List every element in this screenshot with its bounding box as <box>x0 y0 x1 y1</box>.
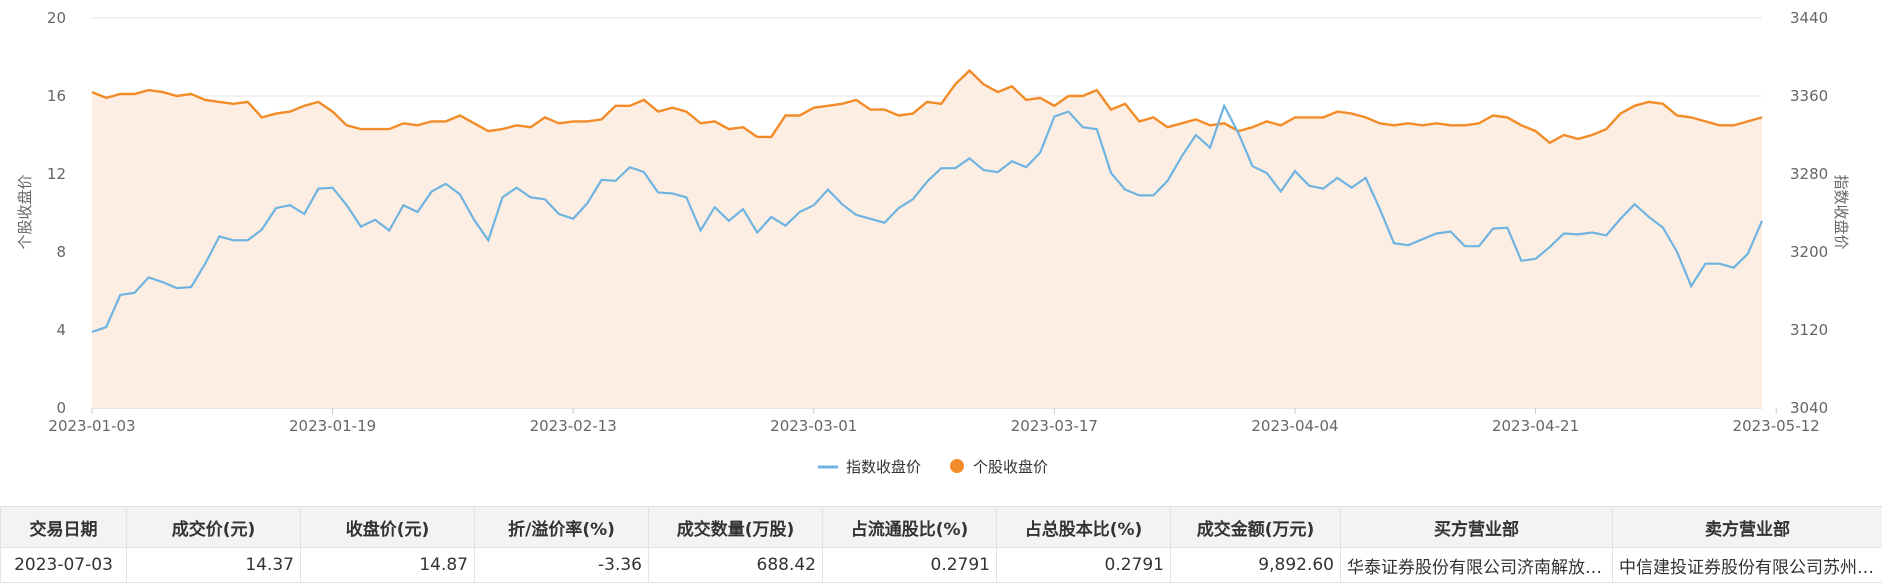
header-float-ratio: 占流通股比(%) <box>823 507 997 548</box>
right-tick-label: 3360 <box>1790 87 1828 105</box>
x-tick-label: 2023-01-03 <box>48 417 135 435</box>
table-header-row: 交易日期 成交价(元) 收盘价(元) 折/溢价率(%) 成交数量(万股) 占流通… <box>1 507 1882 548</box>
cell-amount: 9,892.60 <box>1171 548 1341 583</box>
x-tick-label: 2023-03-01 <box>770 417 857 435</box>
left-tick-label: 4 <box>56 321 66 339</box>
cell-float-ratio: 0.2791 <box>823 548 997 583</box>
cell-trade-date: 2023-07-03 <box>1 548 127 583</box>
header-trade-price: 成交价(元) <box>127 507 301 548</box>
right-axis-title: 指数收盘价 <box>1832 174 1850 249</box>
cell-seller[interactable]: 中信建投证券股份有限公司苏州分公司 <box>1613 548 1882 583</box>
left-axis-title: 个股收盘价 <box>16 174 34 249</box>
legend-item-index[interactable]: 指数收盘价 <box>818 458 921 476</box>
dual-axis-line-chart: 0 4 8 12 16 20 3040 3120 3200 3280 3360 3440 2023-01… <box>0 0 1882 490</box>
header-premium-rate: 折/溢价率(%) <box>475 507 649 548</box>
legend-stock-label: 个股收盘价 <box>973 458 1048 476</box>
legend-index-label: 指数收盘价 <box>846 458 921 476</box>
x-tick-label: 2023-04-04 <box>1251 417 1338 435</box>
cell-close-price: 14.87 <box>301 548 475 583</box>
x-tick-label: 2023-01-19 <box>289 417 376 435</box>
cell-premium-rate: -3.36 <box>475 548 649 583</box>
x-tick-label: 2023-02-13 <box>530 417 617 435</box>
cell-total-ratio: 0.2791 <box>997 548 1171 583</box>
cell-trade-price: 14.37 <box>127 548 301 583</box>
x-tick-label: 2023-05-12 <box>1733 417 1820 435</box>
cell-volume: 688.42 <box>649 548 823 583</box>
x-tick-label: 2023-04-21 <box>1492 417 1579 435</box>
right-tick-label: 3040 <box>1790 399 1828 417</box>
header-buyer: 买方营业部 <box>1341 507 1613 548</box>
legend-item-stock[interactable]: 个股收盘价 <box>950 458 1048 476</box>
left-tick-label: 0 <box>56 399 66 417</box>
left-tick-label: 12 <box>47 165 66 183</box>
legend-stock-swatch <box>950 459 964 473</box>
legend: 指数收盘价 个股收盘价 <box>818 458 1048 476</box>
header-amount: 成交金额(万元) <box>1171 507 1341 548</box>
right-tick-label: 3120 <box>1790 321 1828 339</box>
header-volume: 成交数量(万股) <box>649 507 823 548</box>
right-tick-label: 3440 <box>1790 9 1828 27</box>
header-trade-date: 交易日期 <box>1 507 127 548</box>
left-tick-label: 8 <box>56 243 66 261</box>
block-trade-table: 交易日期 成交价(元) 收盘价(元) 折/溢价率(%) 成交数量(万股) 占流通… <box>0 506 1882 583</box>
left-tick-label: 20 <box>47 9 66 27</box>
header-total-ratio: 占总股本比(%) <box>997 507 1171 548</box>
table-row: 2023-07-03 14.37 14.87 -3.36 688.42 0.27… <box>1 548 1882 583</box>
header-seller: 卖方营业部 <box>1613 507 1882 548</box>
left-tick-label: 16 <box>47 87 66 105</box>
cell-buyer[interactable]: 华泰证券股份有限公司济南解放路证券营业部 <box>1341 548 1613 583</box>
right-tick-label: 3200 <box>1790 243 1828 261</box>
right-tick-label: 3280 <box>1790 165 1828 183</box>
header-close-price: 收盘价(元) <box>301 507 475 548</box>
chart-container: 0 4 8 12 16 20 3040 3120 3200 3280 3360 3440 2023-01… <box>0 0 1882 490</box>
x-tick-label: 2023-03-17 <box>1011 417 1098 435</box>
